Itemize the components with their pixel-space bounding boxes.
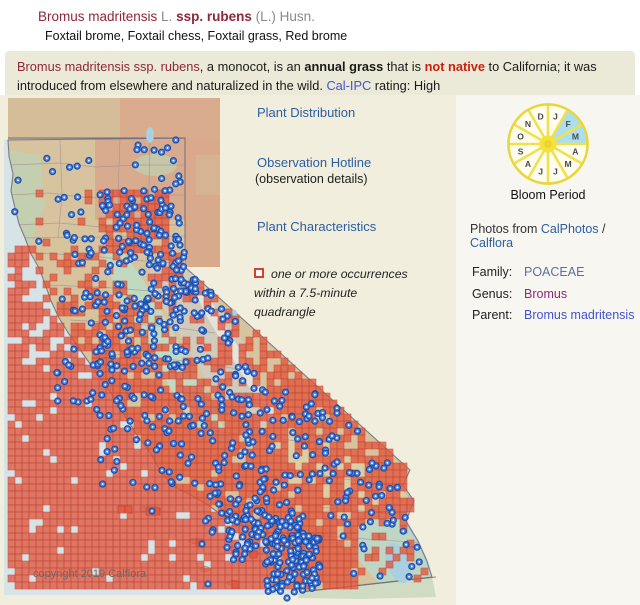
svg-text:A: A — [525, 159, 531, 169]
copyright-text: copyright 2019 Calflora — [33, 568, 147, 580]
taxonomy-label: Parent: — [472, 308, 513, 322]
observation-hotline-link[interactable]: Observation Hotline — [257, 155, 372, 170]
quadrangle-legend-icon — [254, 268, 264, 278]
legend-line2: within a 7.5-minute quadrangle — [254, 286, 358, 319]
svg-text:J: J — [538, 166, 543, 176]
svg-text:A: A — [572, 146, 578, 156]
photos-prefix: Photos from — [470, 222, 541, 236]
svg-text:D: D — [538, 112, 544, 122]
plant-distribution-link[interactable]: Plant Distribution — [257, 105, 356, 120]
common-names: Foxtail brome, Foxtail chess, Foxtail gr… — [45, 29, 348, 43]
text-segment: not native — [424, 59, 485, 74]
svg-text:J: J — [553, 112, 558, 122]
text-segment: to California; it was introduced from el… — [17, 59, 597, 93]
svg-text:O: O — [517, 132, 524, 142]
taxonomy-value-link[interactable]: POACEAE — [524, 265, 585, 279]
distribution-map-panel: Plant Distribution Observation Hotline (… — [0, 95, 456, 605]
text-segment[interactable]: Cal-IPC — [326, 78, 372, 93]
calflora-link[interactable]: Calflora — [470, 236, 514, 250]
svg-text:M: M — [572, 132, 579, 142]
taxonomy-label: Family: — [472, 265, 513, 279]
page-title: Bromus madritensis L. ssp. rubens (L.) H… — [0, 0, 640, 24]
svg-text:J: J — [553, 166, 558, 176]
svg-text:M: M — [564, 159, 571, 169]
text-segment: annual grass — [304, 59, 384, 74]
plant-summary-banner: Bromus madritensis ssp. rubens, a monoco… — [5, 51, 635, 103]
taxonomy-row: Family: POACEAE — [472, 262, 634, 284]
california-distribution-map — [0, 95, 456, 605]
svg-text:S: S — [518, 146, 524, 156]
plant-characteristics-link[interactable]: Plant Characteristics — [257, 219, 377, 234]
text-segment: Bromus madritensis ssp. rubens — [17, 59, 200, 74]
occurrence-quadrangles — [7, 189, 429, 590]
taxonomy-value-link[interactable]: Bromus — [524, 286, 568, 301]
text-segment: L. — [157, 9, 177, 24]
taxonomy-row: Parent: Bromus madritensis — [472, 305, 634, 327]
observation-details-text: (observation details) — [255, 172, 368, 186]
taxonomy-label: Genus: — [472, 286, 513, 301]
taxonomy-table: Family: POACEAE Genus: Bromus Parent: Bromus … — [472, 262, 634, 327]
text-segment: ssp. rubens — [176, 9, 256, 24]
calphotos-link[interactable]: CalPhotos — [540, 222, 599, 236]
photos-separator: / — [598, 222, 606, 236]
text-segment: Bromus madritensis — [38, 9, 158, 24]
text-segment: that is — [383, 59, 425, 74]
svg-text:F: F — [565, 119, 570, 129]
svg-text:N: N — [525, 119, 531, 129]
text-segment: rating: High — [371, 78, 441, 93]
main-content: Plant Distribution Observation Hotline (… — [0, 95, 640, 605]
legend-line1: one or more occurrences — [271, 267, 408, 281]
text-segment: , a monocot, is an — [199, 59, 305, 74]
photos-line: Photos from CalPhotos / Calflora — [470, 222, 640, 250]
taxonomy-value-link[interactable]: Bromus madritensis — [524, 308, 635, 322]
bloom-period-label: Bloom Period — [510, 188, 586, 202]
taxonomy-row: Genus: Bromus — [472, 284, 634, 306]
observation-dots — [11, 136, 423, 602]
map-legend: one or more occurrences within a 7.5-min… — [254, 265, 414, 322]
text-segment: (L.) Husn. — [255, 9, 315, 24]
